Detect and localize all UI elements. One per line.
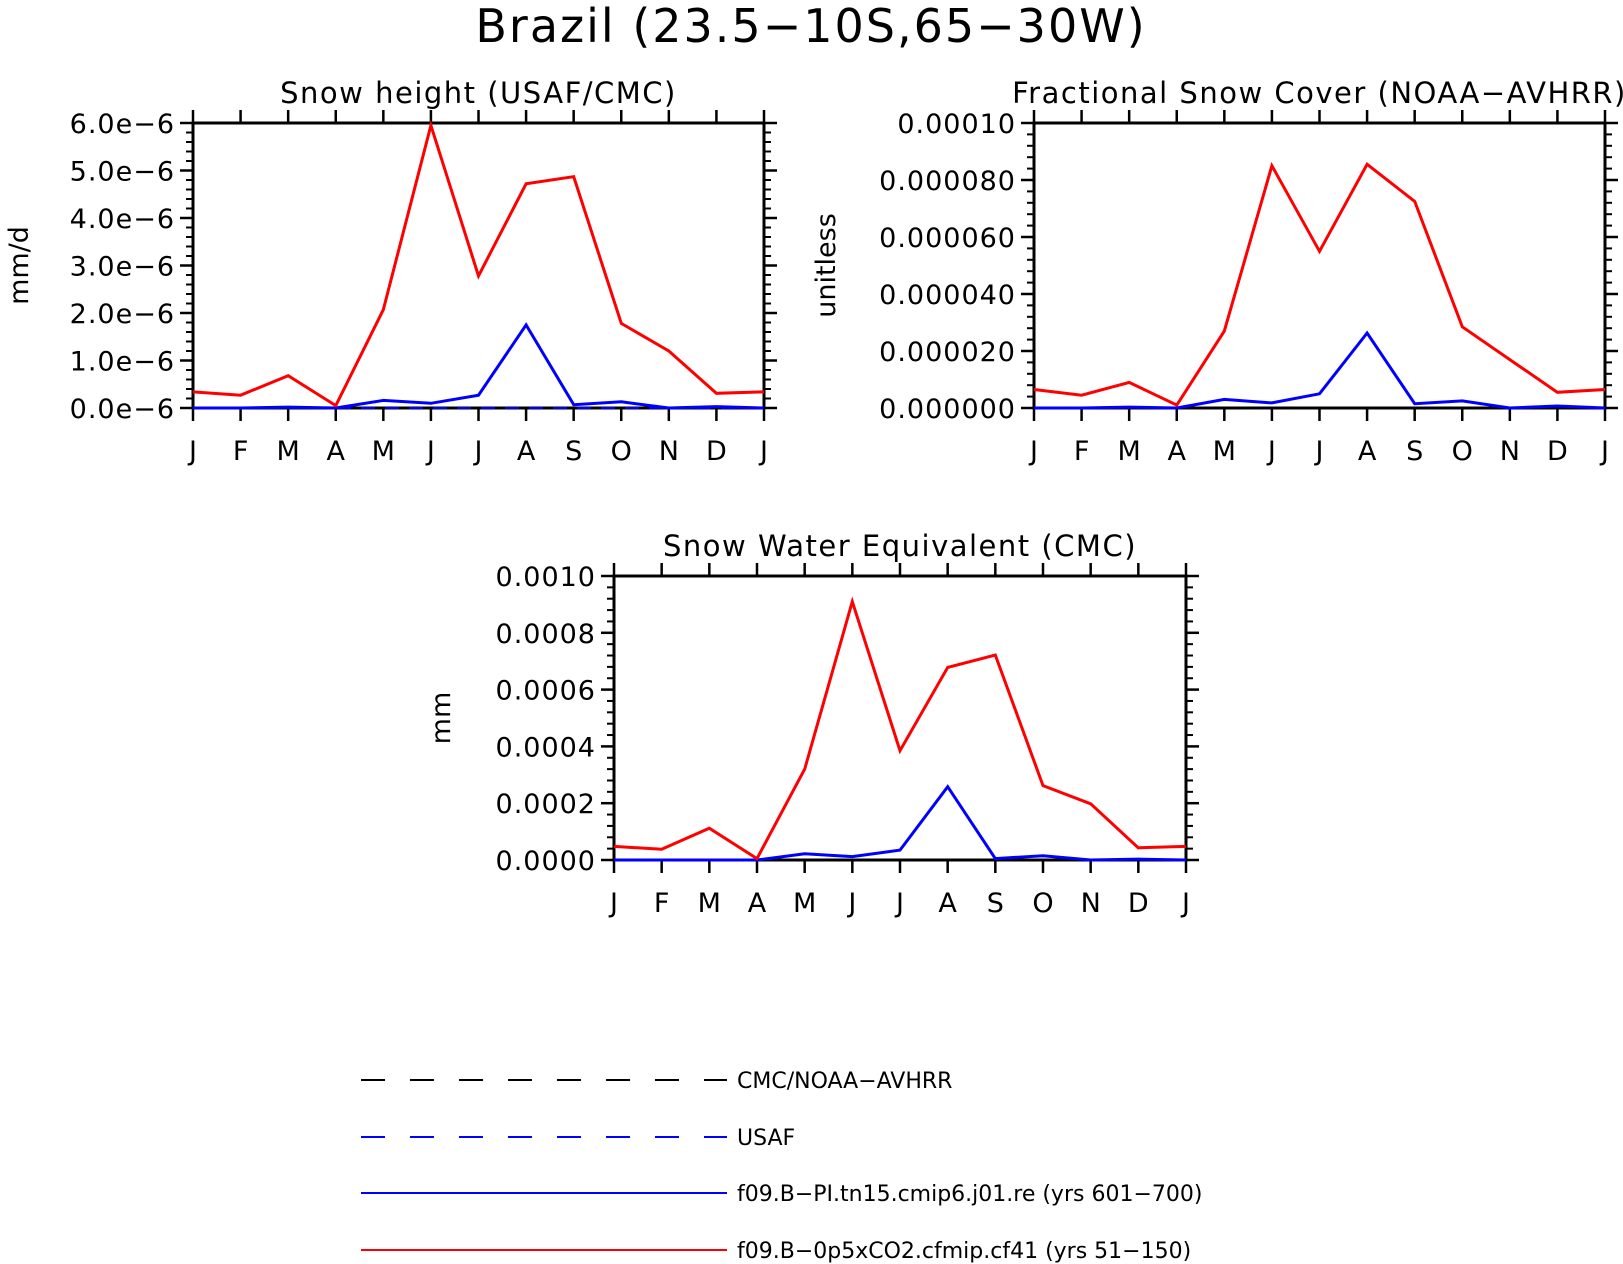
x-tick-label: J (1314, 436, 1324, 467)
x-tick-label: M (277, 436, 300, 467)
x-tick-label: A (517, 436, 536, 467)
x-tick-label: F (1074, 436, 1090, 467)
x-tick-label: J (1028, 436, 1038, 467)
legend: CMC/NOAA−AVHRR USAF f09.B−PI.tn15.cmip6.j0… (361, 1069, 1202, 1264)
x-tick-label: A (1168, 436, 1187, 467)
x-tick-label: M (1118, 436, 1141, 467)
x-tick-label: J (608, 888, 618, 919)
x-tick-label: A (1358, 436, 1377, 467)
series-line-4 (192, 119, 765, 408)
x-tick-label: J (473, 436, 483, 467)
x-tick-label: J (1180, 888, 1190, 919)
panel-title: Snow Water Equivalent (CMC) (663, 529, 1137, 563)
x-tick-label: N (659, 436, 679, 467)
x-tick-label: N (1081, 888, 1101, 919)
series-line-3 (193, 322, 765, 410)
y-tick-label: 1.0e−6 (70, 347, 175, 378)
x-tick-label: A (748, 888, 767, 919)
x-tick-label: D (1547, 436, 1568, 467)
y-tick-label: 0.0002 (496, 789, 596, 820)
panel-title: Snow height (USAF/CMC) (280, 76, 677, 110)
x-tick-label: M (372, 436, 395, 467)
x-tick-label: J (1599, 436, 1609, 467)
y-tick-label: 0.00010 (897, 109, 1016, 140)
y-tick-label: 2.0e−6 (70, 299, 175, 330)
x-tick-label: S (565, 436, 582, 467)
legend-item: CMC/NOAA−AVHRR (361, 1069, 952, 1094)
legend-label: f09.B−PI.tn15.cmip6.j01.re (yrs 601−700) (737, 1182, 1202, 1207)
y-tick-label: 0.000060 (879, 223, 1016, 254)
x-tick-label: A (938, 888, 957, 919)
legend-item: f09.B−PI.tn15.cmip6.j01.re (yrs 601−700) (361, 1182, 1202, 1207)
legend-label: USAF (737, 1126, 795, 1151)
x-tick-label: N (1500, 436, 1520, 467)
y-tick-label: 0.0004 (496, 732, 596, 763)
y-tick-label: 5.0e−6 (70, 157, 175, 188)
figure-title: Brazil (23.5−10S,65−30W) (475, 0, 1146, 53)
x-tick-label: O (1452, 436, 1473, 467)
y-tick-label: 0.000000 (879, 394, 1016, 425)
y-tick-label: 6.0e−6 (70, 109, 175, 140)
y-axis-label: mm/d (4, 226, 35, 305)
y-tick-label: 0.0010 (496, 562, 596, 593)
y-tick-label: 0.0008 (496, 619, 596, 650)
y-tick-label: 0.000040 (879, 280, 1016, 311)
x-tick-label: S (1406, 436, 1423, 467)
x-tick-label: J (187, 436, 197, 467)
y-tick-label: 0.0000 (496, 846, 596, 877)
series-line-3 (1033, 161, 1606, 408)
chart-panel-2: Fractional Snow Cover (NOAA−AVHRR)J F M A M J… (811, 76, 1623, 467)
x-tick-label: O (611, 436, 632, 467)
x-tick-label: M (793, 888, 816, 919)
chart-panel-1: Snow height (USAF/CMC)J F M A M J J A S O N D J0.0e−… (4, 76, 777, 467)
y-tick-label: 0.0006 (496, 676, 596, 707)
panel-title: Fractional Snow Cover (NOAA−AVHRR) (1012, 76, 1623, 110)
x-tick-label: J (758, 436, 768, 467)
x-tick-label: J (1266, 436, 1276, 467)
x-tick-label: D (706, 436, 727, 467)
x-tick-label: J (846, 888, 856, 919)
chart-panels: Snow height (USAF/CMC)J F M A M J J A S O N D J0.0e−… (4, 76, 1623, 919)
series-line-2 (614, 784, 1187, 862)
x-tick-label: M (1213, 436, 1236, 467)
series-line-3 (613, 596, 1187, 861)
series-line-2 (1034, 330, 1606, 410)
legend-label: CMC/NOAA−AVHRR (737, 1069, 952, 1094)
x-tick-label: J (894, 888, 904, 919)
x-tick-label: F (233, 436, 249, 467)
legend-item: f09.B−0p5xCO2.cfmip.cf41 (yrs 51−150) (361, 1239, 1191, 1264)
y-axis-label: unitless (811, 213, 842, 318)
y-tick-label: 0.000020 (879, 337, 1016, 368)
y-tick-label: 4.0e−6 (70, 204, 175, 235)
x-tick-label: J (425, 436, 435, 467)
x-tick-label: M (698, 888, 721, 919)
chart-panel-3: Snow Water Equivalent (CMC)J F M A M J J A S O N D J… (426, 529, 1199, 919)
x-tick-label: S (987, 888, 1004, 919)
x-tick-label: O (1032, 888, 1053, 919)
x-tick-label: A (327, 436, 346, 467)
y-axis-label: mm (426, 692, 457, 745)
legend-item: USAF (361, 1126, 795, 1151)
plot-frame (612, 574, 1188, 862)
x-tick-label: D (1128, 888, 1149, 919)
y-tick-label: 0.000080 (879, 166, 1016, 197)
plot-frame (191, 121, 766, 410)
x-tick-label: F (654, 888, 670, 919)
legend-label: f09.B−0p5xCO2.cfmip.cf41 (yrs 51−150) (737, 1239, 1191, 1264)
y-tick-label: 3.0e−6 (70, 252, 175, 283)
y-tick-label: 0.0e−6 (70, 394, 175, 425)
